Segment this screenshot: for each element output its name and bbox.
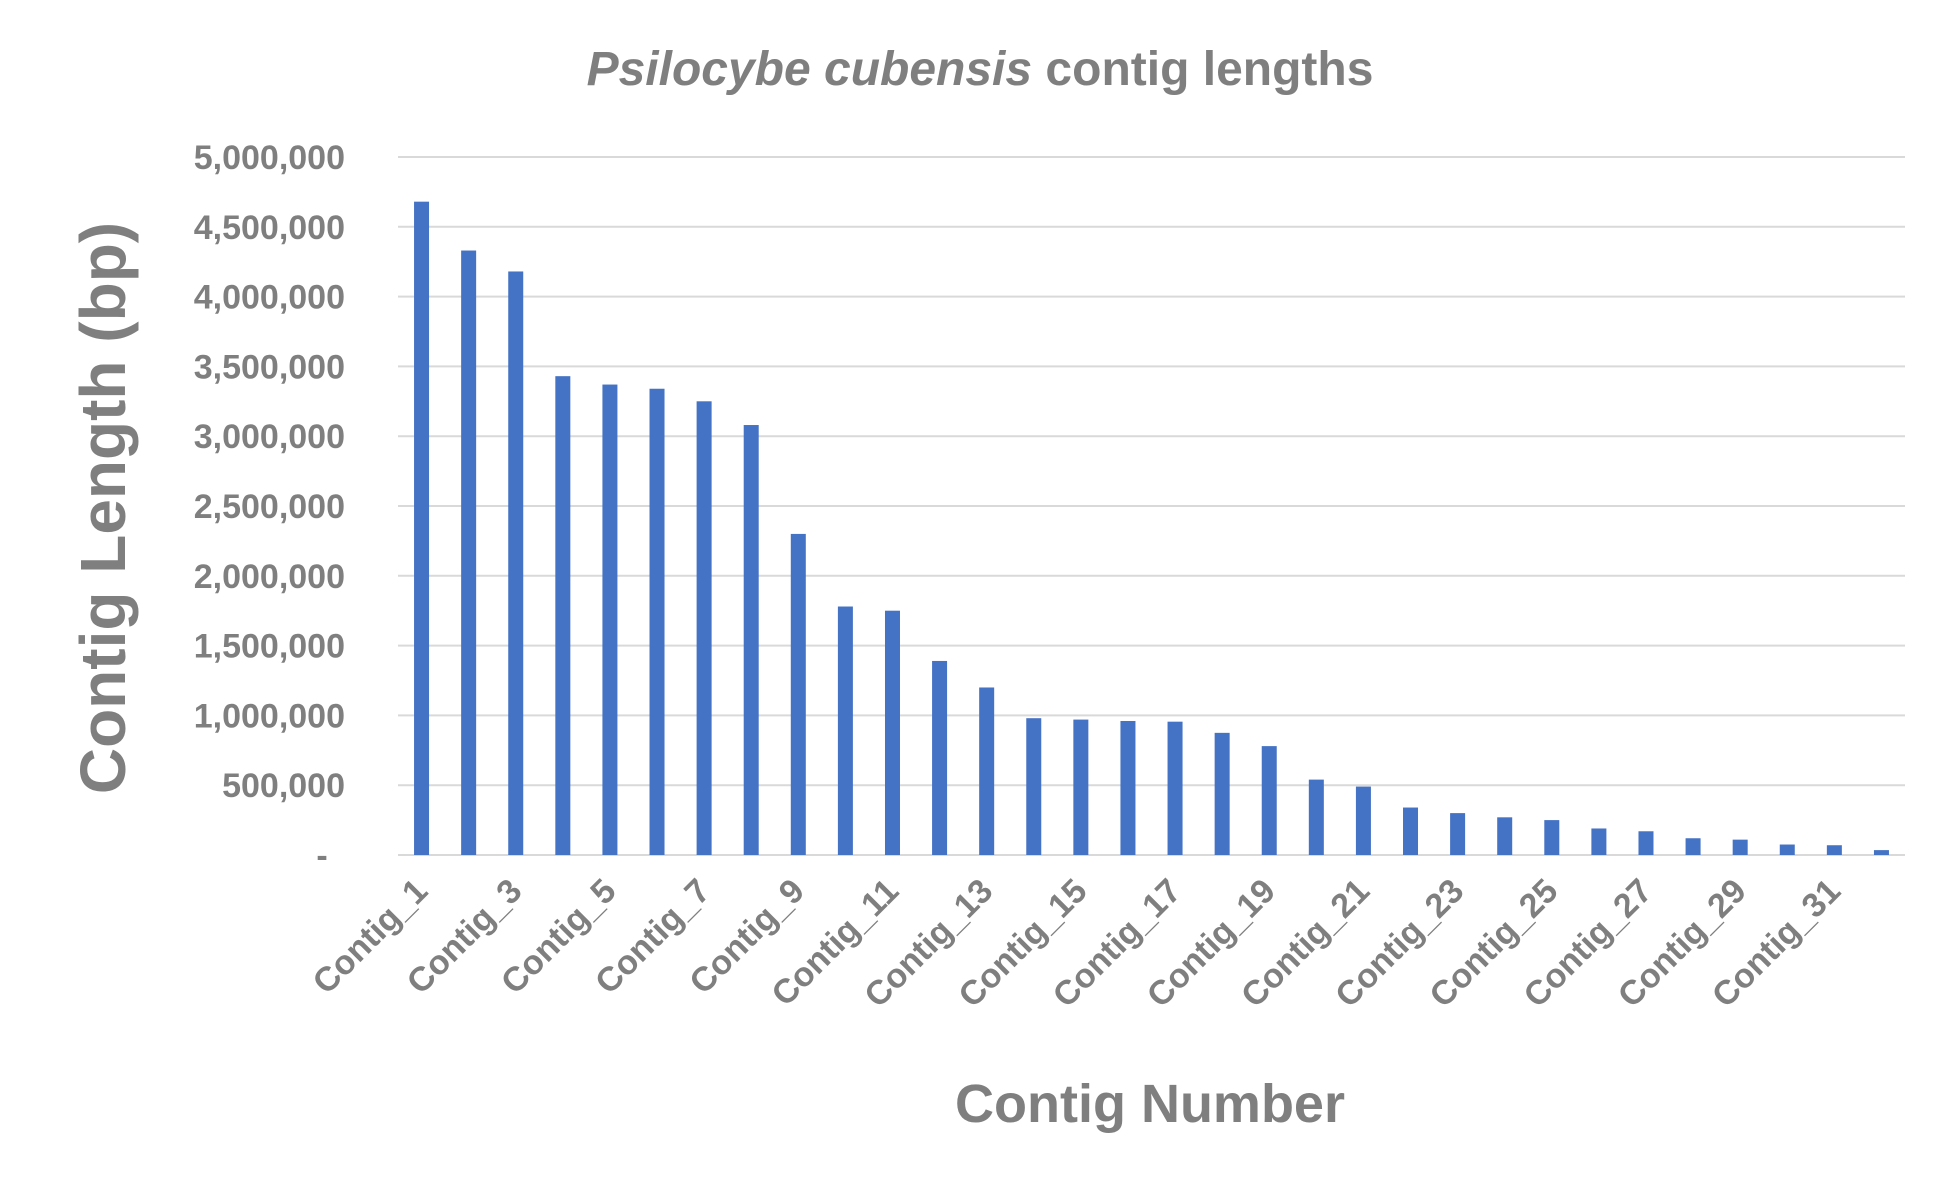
bar-contig-28 — [1685, 838, 1701, 855]
y-tick-label: 1,500,000 — [194, 628, 345, 666]
bar-contig-26 — [1591, 828, 1607, 855]
bar-contig-5 — [602, 384, 618, 855]
bar-contig-15 — [1073, 719, 1089, 855]
y-tick-label: 5,000,000 — [194, 139, 345, 177]
chart-title: Psilocybe cubensis contig lengths — [587, 43, 1374, 96]
bar-contig-1 — [414, 201, 430, 855]
chart-title-italic: Psilocybe cubensis — [587, 43, 1033, 96]
bar-contig-11 — [884, 610, 900, 855]
y-tick-label: - — [316, 837, 327, 875]
bar-contig-16 — [1120, 720, 1136, 855]
y-tick-label: 4,000,000 — [194, 279, 345, 317]
bar-contig-18 — [1214, 732, 1230, 855]
bar-contig-20 — [1308, 779, 1324, 855]
bar-contig-14 — [1026, 718, 1042, 855]
y-tick-label: 2,000,000 — [194, 558, 345, 596]
bar-contig-31 — [1826, 845, 1842, 855]
y-tick-label: 3,000,000 — [194, 418, 345, 456]
bar-contig-8 — [743, 425, 759, 855]
bar-contig-13 — [979, 687, 995, 855]
bar-contig-32 — [1873, 850, 1889, 855]
bar-contig-2 — [461, 250, 477, 856]
bar-contig-7 — [696, 401, 712, 855]
bar-contig-19 — [1261, 746, 1277, 855]
bar-contig-12 — [932, 660, 948, 855]
y-tick-labels: - 500,000 1,000,000 1,500,000 2,000,000 2,500… — [194, 139, 345, 875]
y-tick-label: 1,000,000 — [194, 697, 345, 735]
bar-contig-25 — [1544, 820, 1560, 855]
bar-contig-17 — [1167, 721, 1183, 855]
y-tick-label: 2,500,000 — [194, 488, 345, 526]
bar-contig-3 — [508, 271, 524, 855]
x-axis-title: Contig Number — [955, 1074, 1345, 1134]
bar-contig-4 — [555, 376, 571, 855]
bars — [414, 201, 1889, 856]
bar-contig-27 — [1638, 831, 1654, 855]
y-tick-label: 4,500,000 — [194, 209, 345, 247]
chart-title-rest: contig lengths — [1032, 43, 1373, 96]
bar-contig-10 — [837, 606, 853, 855]
gridlines — [398, 156, 1905, 856]
bar-contig-23 — [1450, 813, 1466, 855]
bar-contig-6 — [649, 388, 665, 855]
bar-contig-29 — [1732, 839, 1748, 855]
y-axis-title: Contig Length (bp) — [67, 222, 139, 794]
y-tick-label: 3,500,000 — [194, 348, 345, 386]
x-tick-labels: Contig_1Contig_3Contig_5Contig_7Contig_9… — [305, 872, 1848, 1015]
bar-contig-21 — [1355, 786, 1371, 855]
bar-contig-9 — [790, 533, 806, 855]
y-tick-label: 500,000 — [222, 767, 345, 805]
bar-contig-30 — [1779, 844, 1795, 855]
bar-contig-24 — [1497, 817, 1513, 855]
bar-contig-22 — [1403, 807, 1419, 855]
